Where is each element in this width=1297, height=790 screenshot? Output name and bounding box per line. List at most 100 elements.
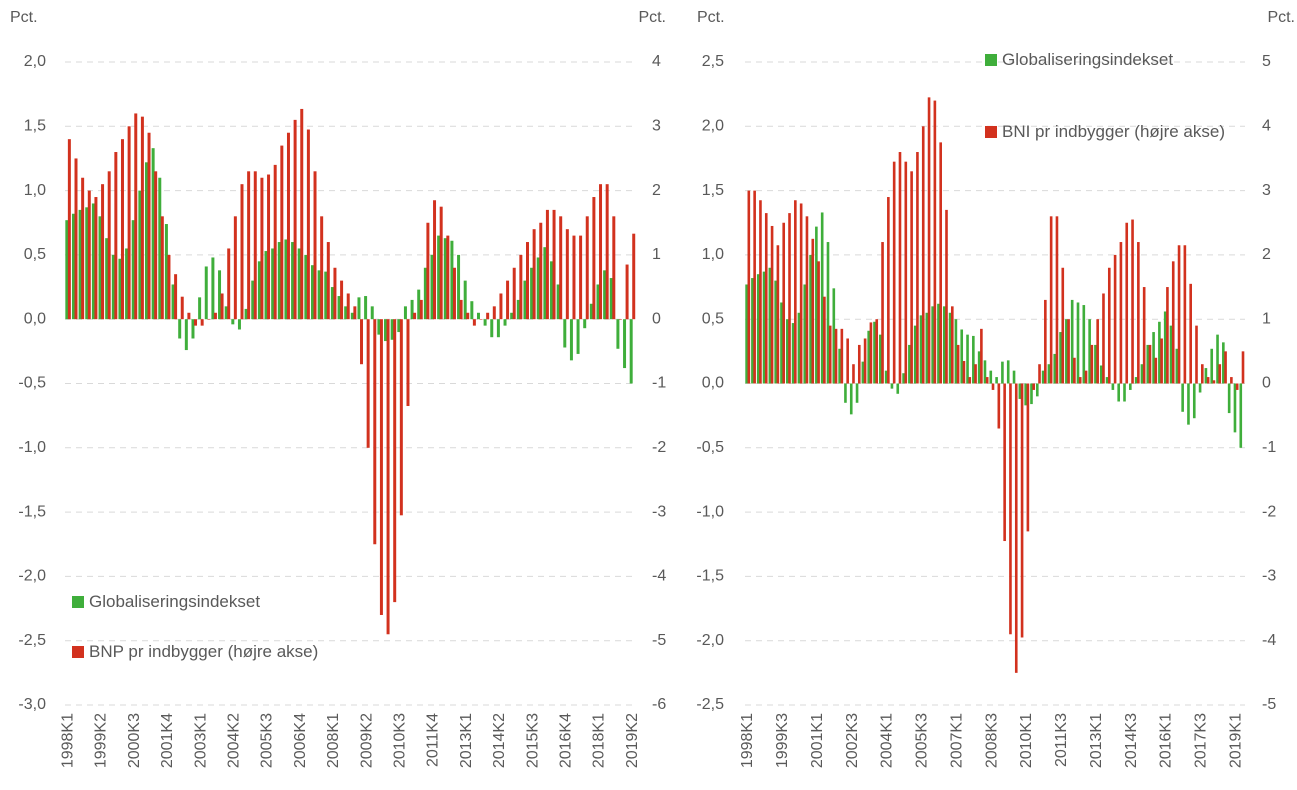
y-axis-label: Pct. [697,9,725,26]
bar [496,319,500,338]
bar [927,97,931,384]
bar [576,319,580,354]
bar [140,116,144,320]
bar [167,254,171,320]
bar [300,108,304,320]
bar [105,238,109,320]
bar [904,161,908,384]
bar [559,216,563,320]
bar [204,266,208,320]
bar [1035,383,1039,397]
bar [857,344,861,384]
bar [983,360,987,384]
bar [107,171,111,320]
bar [945,209,948,384]
y2-axis-label: Pct. [1267,9,1295,26]
bar [1113,254,1117,384]
bar [892,161,896,384]
bar [791,323,795,384]
x-tick-label: 2010K1 [1018,713,1035,768]
bar [1090,344,1094,384]
bar [357,297,361,320]
bar [916,152,919,384]
bar [419,299,423,320]
bar [74,158,78,320]
y2-tick-label: 1 [1262,310,1271,327]
bar [794,200,797,384]
legend-swatch [985,54,997,66]
y2-tick-label: 3 [652,118,661,135]
y-tick-label: 1,0 [24,182,46,199]
bar [1026,383,1030,532]
bar [523,280,527,320]
bar [213,312,217,320]
y-tick-label: -1,0 [18,439,46,456]
bar [530,267,534,320]
bar [1107,267,1111,384]
bar [890,383,894,389]
legend: Globaliseringsindekset BNI pr indbygger (… [985,48,1245,192]
bar [200,319,204,326]
bar [1024,383,1027,406]
x-tick-label: 2013K1 [1088,713,1105,768]
bar [826,242,830,384]
legend-swatch [72,646,84,658]
bar [764,213,768,384]
legend-label: BNP pr indbygger (højre akse) [89,642,319,661]
y-tick-label: 2,5 [702,53,724,70]
bar [1125,222,1129,384]
bar [220,293,224,320]
x-tick-label: 2001K1 [809,713,826,768]
x-tick-label: 2000K3 [126,713,143,768]
bar [277,242,281,320]
bar [211,257,215,320]
x-tick-label: 2005K3 [259,713,276,768]
bar [145,162,148,320]
bar [1210,348,1214,384]
bar [417,289,421,320]
bar [762,271,766,384]
bar [1224,351,1227,384]
bar [844,383,847,403]
bar [1235,383,1239,390]
bar [1129,383,1132,390]
bar [406,319,410,407]
y-tick-label: 1,5 [702,182,724,199]
bar [1030,383,1033,405]
bar [291,242,295,320]
bar [1102,293,1105,384]
bar [459,299,463,320]
bar [896,383,900,394]
y-tick-label: 0,5 [702,310,724,327]
y2-tick-label: -3 [1262,568,1276,585]
bar [1169,325,1173,384]
bar [855,383,859,403]
bar [991,383,995,390]
y-tick-label: 1,0 [702,246,724,263]
y2-tick-label: -5 [1262,696,1276,713]
x-tick-label: 1998K1 [60,713,77,768]
bar [838,348,841,384]
legend: Globaliseringsindekset BNP pr indbygger (… [72,590,432,690]
bar [939,142,942,384]
y2-tick-label: -2 [652,439,666,456]
bar [811,238,815,384]
bar [1099,365,1103,384]
bar [1123,383,1126,402]
bar [1187,383,1190,425]
legend-swatch [985,126,997,138]
bar [1160,338,1163,384]
bar [873,321,876,384]
bar [373,319,377,545]
bar [780,302,783,384]
bar [1241,351,1245,384]
bar [313,171,317,320]
bar [479,319,483,320]
bar [977,351,981,384]
bar [1082,305,1086,384]
bar [151,148,155,320]
bar [286,132,290,320]
bar [364,296,368,320]
x-tick-label: 1998K1 [739,713,756,768]
